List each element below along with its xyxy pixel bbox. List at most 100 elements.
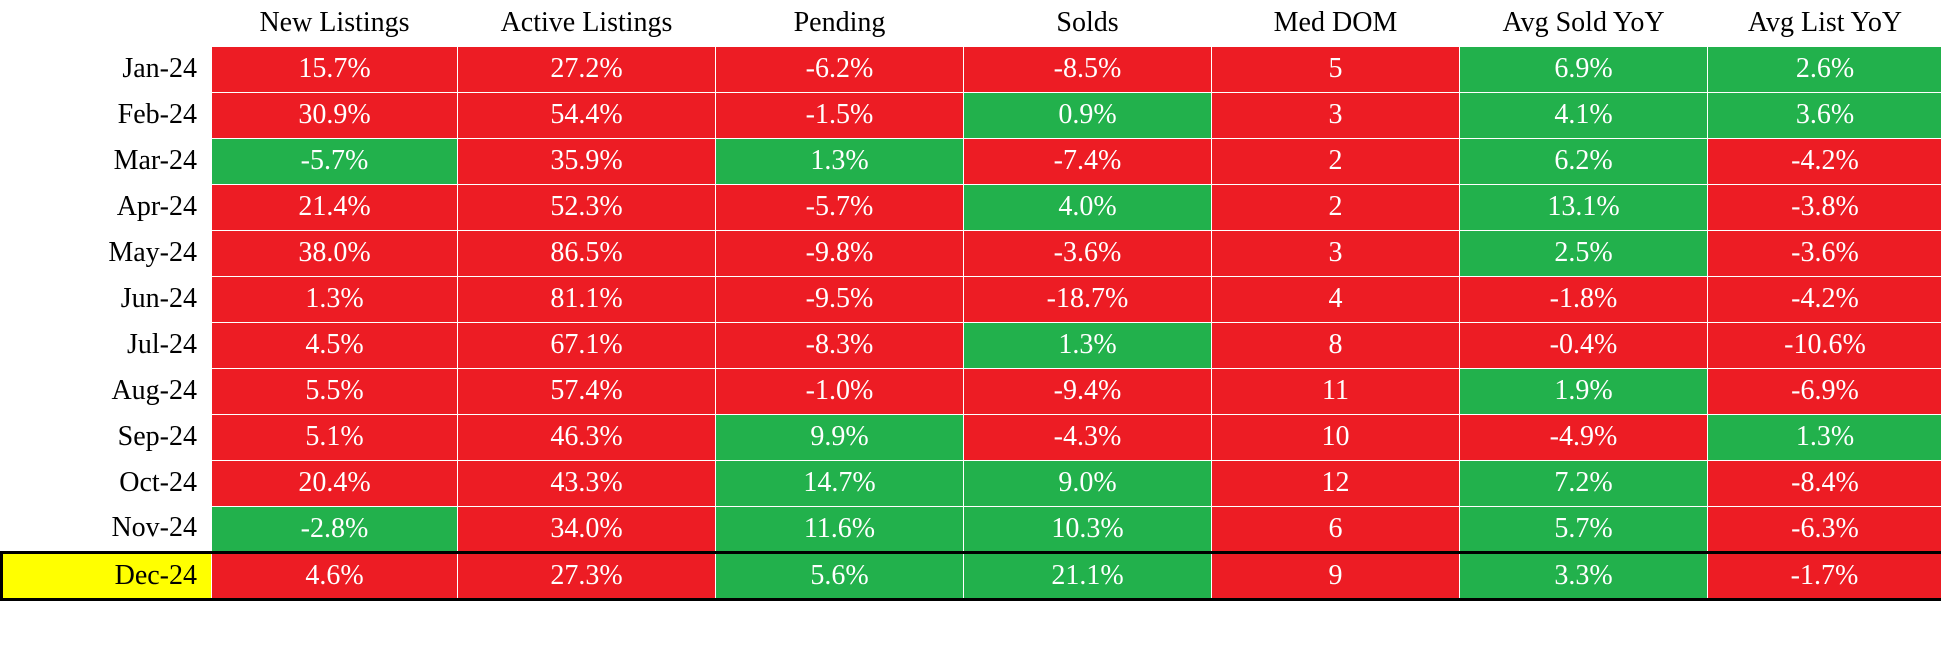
data-cell: 34.0% — [458, 506, 716, 552]
data-cell: 9.9% — [716, 414, 964, 460]
data-cell: -1.5% — [716, 92, 964, 138]
data-cell: 9 — [1212, 552, 1460, 599]
data-cell: -1.7% — [1708, 552, 1941, 599]
data-cell: -4.9% — [1460, 414, 1708, 460]
data-cell: 3 — [1212, 230, 1460, 276]
data-cell: 1.3% — [964, 322, 1212, 368]
data-cell: 5.1% — [212, 414, 458, 460]
data-cell: 1.3% — [1708, 414, 1941, 460]
header-blank — [2, 0, 212, 46]
table-row: Oct-2420.4%43.3%14.7%9.0%127.2%-8.4% — [2, 460, 1941, 506]
data-cell: 15.7% — [212, 46, 458, 92]
data-cell: 38.0% — [212, 230, 458, 276]
data-cell: 10.3% — [964, 506, 1212, 552]
column-header: Med DOM — [1212, 0, 1460, 46]
table-row: May-2438.0%86.5%-9.8%-3.6%32.5%-3.6% — [2, 230, 1941, 276]
data-cell: 21.4% — [212, 184, 458, 230]
data-cell: 2.6% — [1708, 46, 1941, 92]
data-cell: 8 — [1212, 322, 1460, 368]
data-cell: 21.1% — [964, 552, 1212, 599]
data-cell: 6.9% — [1460, 46, 1708, 92]
table-row: Mar-24-5.7%35.9%1.3%-7.4%26.2%-4.2% — [2, 138, 1941, 184]
data-cell: -3.8% — [1708, 184, 1941, 230]
data-cell: -6.3% — [1708, 506, 1941, 552]
column-header: Active Listings — [458, 0, 716, 46]
data-cell: 4 — [1212, 276, 1460, 322]
column-header: Pending — [716, 0, 964, 46]
row-label: Jul-24 — [2, 322, 212, 368]
table-row: Jul-244.5%67.1%-8.3%1.3%8-0.4%-10.6% — [2, 322, 1941, 368]
data-cell: 30.9% — [212, 92, 458, 138]
row-label: Nov-24 — [2, 506, 212, 552]
data-cell: 86.5% — [458, 230, 716, 276]
data-cell: 54.4% — [458, 92, 716, 138]
data-cell: -8.5% — [964, 46, 1212, 92]
data-cell: 0.9% — [964, 92, 1212, 138]
data-cell: 9.0% — [964, 460, 1212, 506]
table-row: Jun-241.3%81.1%-9.5%-18.7%4-1.8%-4.2% — [2, 276, 1941, 322]
data-cell: 6 — [1212, 506, 1460, 552]
row-label: Mar-24 — [2, 138, 212, 184]
table-row: Aug-245.5%57.4%-1.0%-9.4%111.9%-6.9% — [2, 368, 1941, 414]
data-cell: -7.4% — [964, 138, 1212, 184]
column-header: Avg Sold YoY — [1460, 0, 1708, 46]
column-header: Solds — [964, 0, 1212, 46]
data-cell: 2 — [1212, 138, 1460, 184]
table-row: Apr-2421.4%52.3%-5.7%4.0%213.1%-3.8% — [2, 184, 1941, 230]
data-cell: -9.4% — [964, 368, 1212, 414]
data-cell: 20.4% — [212, 460, 458, 506]
table-row: Jan-2415.7%27.2%-6.2%-8.5%56.9%2.6% — [2, 46, 1941, 92]
data-cell: -3.6% — [1708, 230, 1941, 276]
data-cell: -6.9% — [1708, 368, 1941, 414]
data-cell: -3.6% — [964, 230, 1212, 276]
table-row: Feb-2430.9%54.4%-1.5%0.9%34.1%3.6% — [2, 92, 1941, 138]
data-cell: -0.4% — [1460, 322, 1708, 368]
data-cell: 67.1% — [458, 322, 716, 368]
data-cell: 2 — [1212, 184, 1460, 230]
real-estate-yoy-table: New ListingsActive ListingsPendingSoldsM… — [0, 0, 1941, 601]
data-cell: 6.2% — [1460, 138, 1708, 184]
data-cell: -9.5% — [716, 276, 964, 322]
data-cell: 1.3% — [716, 138, 964, 184]
data-cell: -4.2% — [1708, 276, 1941, 322]
data-cell: 1.9% — [1460, 368, 1708, 414]
row-label: Apr-24 — [2, 184, 212, 230]
row-label: Jun-24 — [2, 276, 212, 322]
data-cell: 52.3% — [458, 184, 716, 230]
column-header: New Listings — [212, 0, 458, 46]
data-cell: 43.3% — [458, 460, 716, 506]
data-cell: -2.8% — [212, 506, 458, 552]
data-cell: 3.6% — [1708, 92, 1941, 138]
data-cell: 13.1% — [1460, 184, 1708, 230]
row-label: Jan-24 — [2, 46, 212, 92]
data-cell: 12 — [1212, 460, 1460, 506]
data-cell: 4.0% — [964, 184, 1212, 230]
data-cell: 4.6% — [212, 552, 458, 599]
data-cell: 3 — [1212, 92, 1460, 138]
data-cell: 5.6% — [716, 552, 964, 599]
header-row: New ListingsActive ListingsPendingSoldsM… — [2, 0, 1941, 46]
data-cell: 35.9% — [458, 138, 716, 184]
data-cell: 10 — [1212, 414, 1460, 460]
data-cell: -9.8% — [716, 230, 964, 276]
data-cell: -6.2% — [716, 46, 964, 92]
data-cell: 5 — [1212, 46, 1460, 92]
data-cell: -18.7% — [964, 276, 1212, 322]
data-cell: 11.6% — [716, 506, 964, 552]
data-cell: 14.7% — [716, 460, 964, 506]
table-body: Jan-2415.7%27.2%-6.2%-8.5%56.9%2.6%Feb-2… — [2, 46, 1941, 599]
data-cell: -5.7% — [212, 138, 458, 184]
row-label: Feb-24 — [2, 92, 212, 138]
data-cell: -8.4% — [1708, 460, 1941, 506]
data-cell: 5.5% — [212, 368, 458, 414]
data-cell: -4.3% — [964, 414, 1212, 460]
data-cell: 27.2% — [458, 46, 716, 92]
data-cell: 5.7% — [1460, 506, 1708, 552]
data-cell: 4.1% — [1460, 92, 1708, 138]
data-cell: 27.3% — [458, 552, 716, 599]
data-cell: 11 — [1212, 368, 1460, 414]
row-label: Dec-24 — [2, 552, 212, 599]
data-cell: -4.2% — [1708, 138, 1941, 184]
column-header: Avg List YoY — [1708, 0, 1941, 46]
data-cell: -10.6% — [1708, 322, 1941, 368]
